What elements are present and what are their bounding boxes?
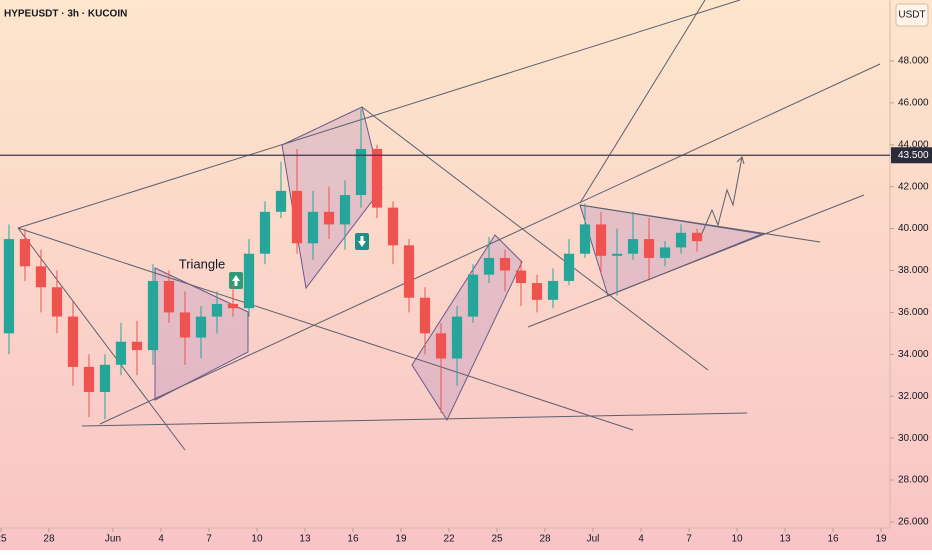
candle-body — [115, 341, 127, 365]
currency-box[interactable] — [895, 3, 929, 27]
trend-line — [81, 412, 748, 427]
y-tick-label: 48.000 — [898, 56, 929, 67]
candle-body — [227, 304, 239, 309]
x-tick-label: 10 — [731, 534, 743, 545]
candle-body — [643, 239, 655, 258]
level-label: 43.500 — [898, 150, 929, 161]
x-tick-label: Jun — [105, 534, 121, 545]
candle-body — [467, 274, 479, 317]
x-tick-label: 13 — [779, 534, 791, 545]
trend-line — [17, 227, 186, 451]
x-tick-label: 28 — [539, 534, 551, 545]
trend-line — [579, 204, 821, 243]
candle-body — [67, 316, 79, 367]
candle-body — [563, 253, 575, 281]
candle-body — [627, 239, 639, 254]
candle-body — [307, 211, 319, 244]
pattern-label: Triangle — [179, 256, 225, 271]
y-tick-label: 42.000 — [898, 181, 929, 192]
candle-body — [291, 190, 303, 244]
y-tick-label: 38.000 — [898, 265, 929, 276]
candle-body — [387, 207, 399, 246]
x-tick-label: 19 — [875, 534, 887, 545]
candle-body — [579, 224, 591, 254]
candle-body — [435, 333, 447, 359]
x-tick-label: 4 — [158, 534, 164, 545]
y-tick-label: 30.000 — [898, 433, 929, 444]
x-tick-label: 7 — [206, 534, 212, 545]
candle-body — [691, 232, 703, 242]
currency-label: USDT — [898, 10, 925, 21]
candle-body — [323, 211, 335, 225]
candle-body — [211, 304, 223, 317]
x-tick-label: 10 — [251, 534, 263, 545]
candle-body — [675, 232, 687, 248]
candle-body — [243, 253, 255, 309]
x-tick-label: Jul — [587, 534, 600, 545]
candle-body — [547, 280, 559, 300]
x-tick-label: 7 — [686, 534, 692, 545]
channel-pattern — [411, 234, 523, 422]
candle-body — [51, 287, 63, 317]
chart-title: HYPEUSDT · 3h · KUCOIN — [4, 9, 127, 20]
trend-line — [99, 63, 881, 425]
candle-body — [83, 366, 95, 393]
x-tick-label: 16 — [347, 534, 359, 545]
trend-line — [527, 194, 865, 328]
candle-body — [35, 266, 47, 288]
level-tag — [891, 147, 932, 164]
candle-body — [595, 224, 607, 256]
candle-body — [275, 190, 287, 212]
trend-line — [17, 227, 634, 431]
y-tick-label: 28.000 — [898, 475, 929, 486]
candle-body — [451, 316, 463, 359]
down-arrow — [358, 236, 366, 247]
candle-body — [339, 195, 351, 225]
candle-body — [131, 341, 143, 351]
candle-body — [371, 148, 383, 208]
candle-body — [499, 257, 511, 271]
x-tick-label: 25 — [0, 534, 7, 545]
candle-body — [99, 364, 111, 393]
x-tick-label: 4 — [638, 534, 644, 545]
projection-path — [699, 156, 743, 239]
y-tick-label: 36.000 — [898, 307, 929, 318]
x-tick-label: 25 — [491, 534, 503, 545]
x-tick-label: 13 — [299, 534, 311, 545]
trend-line — [579, 0, 706, 204]
y-tick-label: 32.000 — [898, 391, 929, 402]
x-tick-label: 19 — [395, 534, 407, 545]
candle-body — [195, 316, 207, 338]
candle-body — [403, 245, 415, 298]
trend-line — [361, 106, 709, 371]
candle-body — [19, 239, 31, 267]
y-tick-label: 26.000 — [898, 517, 929, 528]
candle-body — [163, 280, 175, 313]
candle-body — [419, 297, 431, 334]
y-tick-label: 46.000 — [898, 98, 929, 109]
candle-body — [659, 247, 671, 258]
projection-arrow — [736, 156, 745, 165]
x-tick-label: 28 — [43, 534, 55, 545]
x-tick-label: 16 — [827, 534, 839, 545]
candle-body — [531, 283, 543, 300]
x-tick-label: 22 — [443, 534, 455, 545]
trend-line — [17, 0, 741, 229]
candle-body — [483, 257, 495, 275]
y-tick-label: 34.000 — [898, 349, 929, 360]
up-arrow — [232, 275, 240, 286]
candle-body — [3, 239, 15, 334]
candle-body — [611, 253, 623, 256]
candle-body — [179, 312, 191, 338]
candle-body — [147, 280, 159, 351]
y-tick-label: 44.000 — [898, 139, 929, 150]
candle-body — [355, 148, 367, 196]
y-tick-label: 40.000 — [898, 223, 929, 234]
candle-body — [515, 270, 527, 284]
candle-body — [259, 211, 271, 254]
